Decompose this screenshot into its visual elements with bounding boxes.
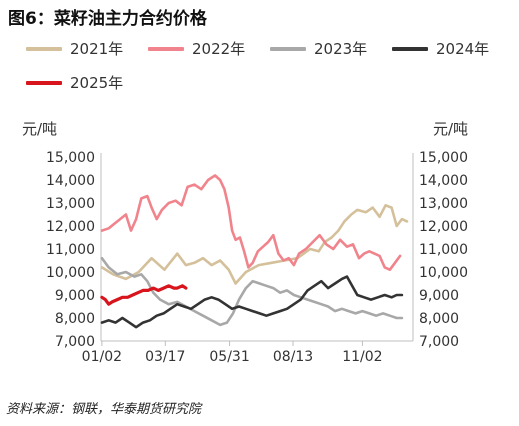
series-line-2021: [100, 204, 409, 285]
legend-label-2021: 2021年: [70, 40, 124, 58]
y-tick-label-right: 13,000: [419, 196, 468, 212]
x-tick-label: 08/13: [273, 349, 313, 365]
legend-label-2024: 2024年: [436, 40, 490, 58]
series-line-2025: [100, 284, 188, 306]
legend-swatch-2024: [392, 46, 428, 51]
y-tick-label-right: 15,000: [419, 150, 468, 166]
y-tick-label-left: 13,000: [46, 196, 95, 212]
y-tick-label-left: 9,000: [55, 288, 95, 304]
chart-title: 图6：菜籽油主力合约价格: [8, 9, 207, 29]
x-tick-label: 01/02: [82, 349, 122, 365]
series-line-2022: [100, 174, 402, 271]
legend-label-2022: 2022年: [192, 40, 246, 58]
source-note: 资料来源：钢联，华泰期货研究院: [6, 402, 202, 417]
y-tick-label-right: 7,000: [419, 334, 459, 350]
y-axis-unit-left: 元/吨: [22, 120, 58, 138]
legend-swatch-2025: [26, 80, 62, 85]
legend-item-2025: 2025年: [26, 72, 123, 93]
series-line-2024: [100, 275, 404, 329]
x-tick-label: 03/17: [145, 349, 185, 365]
legend-label-2023: 2023年: [314, 40, 368, 58]
legend-item-2022: 2022年: [148, 38, 245, 59]
y-tick-label-left: 11,000: [46, 242, 95, 258]
x-tick-label: 05/31: [209, 349, 249, 365]
y-tick-label-right: 8,000: [419, 311, 459, 327]
legend-label-2025: 2025年: [70, 74, 124, 92]
legend-swatch-2023: [270, 46, 306, 51]
legend-item-2021: 2021年: [26, 38, 123, 59]
y-tick-label-right: 10,000: [419, 265, 468, 281]
y-tick-label-right: 12,000: [419, 219, 468, 235]
y-tick-label-left: 12,000: [46, 219, 95, 235]
y-tick-label-left: 10,000: [46, 265, 95, 281]
y-axis-unit-right: 元/吨: [433, 120, 469, 138]
y-tick-label-right: 11,000: [419, 242, 468, 258]
y-tick-label-left: 15,000: [46, 150, 95, 166]
legend-item-2023: 2023年: [270, 38, 367, 59]
legend-item-2024: 2024年: [392, 38, 489, 59]
y-tick-label-left: 14,000: [46, 173, 95, 189]
legend-swatch-2022: [148, 46, 184, 51]
y-tick-label-right: 14,000: [419, 173, 468, 189]
y-tick-label-right: 9,000: [419, 288, 459, 304]
y-tick-label-left: 7,000: [55, 334, 95, 350]
series-line-2023: [100, 256, 404, 327]
legend-swatch-2021: [26, 46, 62, 51]
y-tick-label-left: 8,000: [55, 311, 95, 327]
x-tick-label: 11/02: [342, 349, 382, 365]
